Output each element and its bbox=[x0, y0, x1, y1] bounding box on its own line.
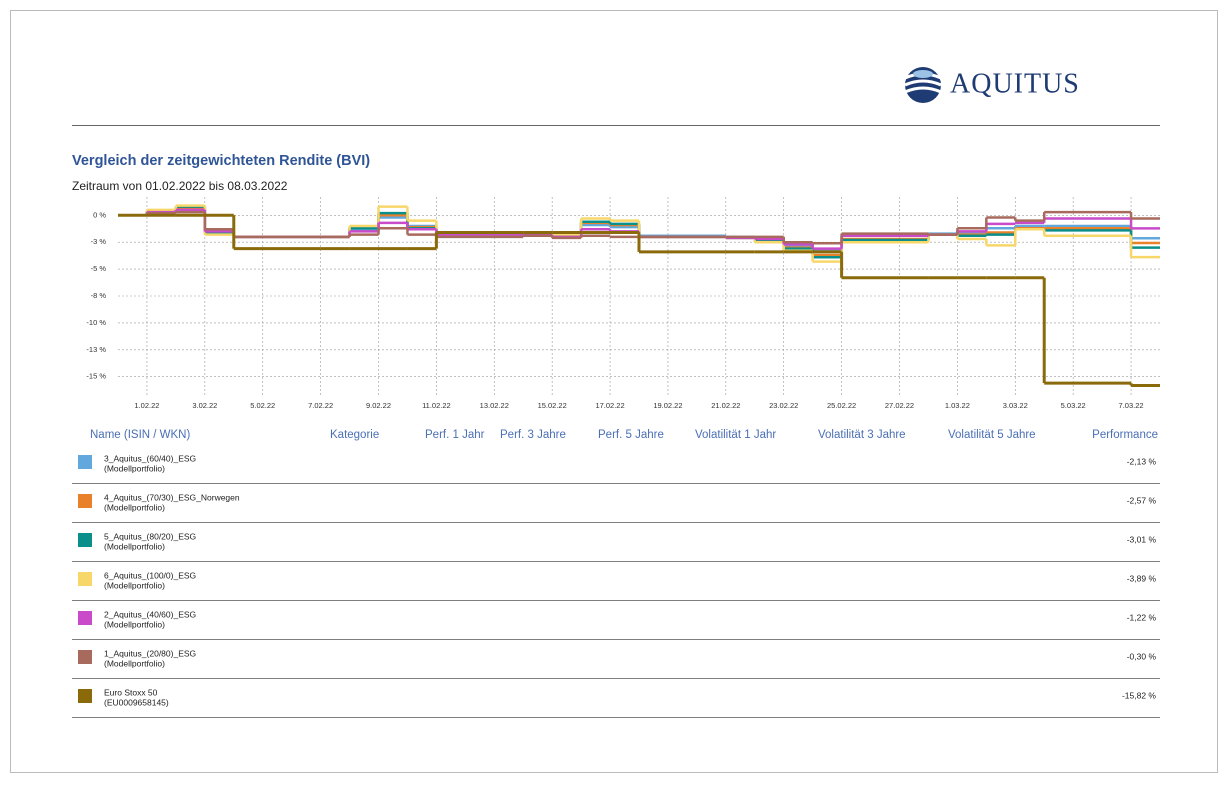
logo bbox=[904, 67, 942, 103]
plot: 0 % -3 % -5 % -8 % -10 % -13 % -15 % 1.02.22 3.0… bbox=[86, 197, 1160, 410]
legend-swatch bbox=[78, 611, 92, 625]
y-tick-label: -8 % bbox=[91, 291, 107, 300]
column-header: Volatilität 5 Jahre bbox=[948, 429, 1036, 441]
legend-swatch bbox=[78, 650, 92, 664]
x-tick-label: 19.02.22 bbox=[653, 401, 682, 410]
x-tick-label: 1.03.22 bbox=[945, 401, 970, 410]
x-tick-label: 13.02.22 bbox=[480, 401, 509, 410]
row-name: 5_Aquitus_(80/20)_ESG bbox=[104, 531, 196, 541]
x-tick-label: 23.02.22 bbox=[769, 401, 798, 410]
row-name: 1_Aquitus_(20/80)_ESG bbox=[104, 648, 196, 658]
y-tick-label: -3 % bbox=[91, 237, 107, 246]
row-performance: -15,82 % bbox=[1122, 690, 1156, 700]
column-header: Perf. 3 Jahre bbox=[500, 429, 566, 441]
y-tick-label: -15 % bbox=[86, 372, 106, 381]
row-sub: (Modellportfolio) bbox=[104, 580, 165, 590]
page-frame bbox=[10, 10, 1218, 773]
legend-swatch bbox=[78, 455, 92, 469]
table: Name (ISIN / WKN) Kategorie Perf. 1 Jahr Pe… bbox=[72, 429, 1160, 718]
row-performance: -0,30 % bbox=[1127, 651, 1157, 661]
row-performance: -1,22 % bbox=[1127, 612, 1157, 622]
logo-text: AQUITUS bbox=[950, 68, 1080, 99]
row-performance: -3,01 % bbox=[1127, 534, 1157, 544]
row-sub: (Modellportfolio) bbox=[104, 619, 165, 629]
x-tick-label: 9.02.22 bbox=[366, 401, 391, 410]
column-header: Performance bbox=[1092, 429, 1158, 441]
x-tick-label: 11.02.22 bbox=[422, 401, 451, 410]
column-header: Volatilität 3 Jahre bbox=[818, 429, 906, 441]
x-tick-label: 1.02.22 bbox=[134, 401, 159, 410]
legend-swatch bbox=[78, 572, 92, 586]
x-tick-label: 17.02.22 bbox=[595, 401, 624, 410]
row-sub: (EU0009658145) bbox=[104, 697, 169, 707]
x-tick-label: 21.02.22 bbox=[711, 401, 740, 410]
x-tick-label: 7.03.22 bbox=[1119, 401, 1144, 410]
row-performance: -2,13 % bbox=[1127, 456, 1157, 466]
column-header: Perf. 5 Jahre bbox=[598, 429, 664, 441]
row-sub: (Modellportfolio) bbox=[104, 502, 165, 512]
x-tick-label: 5.03.22 bbox=[1061, 401, 1086, 410]
legend-swatch bbox=[78, 494, 92, 508]
y-tick-label: 0 % bbox=[93, 210, 106, 219]
legend-swatch bbox=[78, 689, 92, 703]
row-name: Euro Stoxx 50 bbox=[104, 687, 158, 697]
row-performance: -3,89 % bbox=[1127, 573, 1157, 583]
x-tick-label: 15.02.22 bbox=[538, 401, 567, 410]
x-tick-label: 5.02.22 bbox=[250, 401, 275, 410]
column-header: Volatilität 1 Jahr bbox=[695, 429, 776, 441]
x-tick-label: 27.02.22 bbox=[885, 401, 914, 410]
legend-swatch bbox=[78, 533, 92, 547]
chart-title: Vergleich der zeitgewichteten Rendite (B… bbox=[72, 153, 370, 169]
y-tick-label: -5 % bbox=[91, 264, 107, 273]
column-header: Name (ISIN / WKN) bbox=[90, 429, 190, 441]
x-tick-label: 3.02.22 bbox=[192, 401, 217, 410]
column-header: Kategorie bbox=[330, 429, 379, 441]
row-name: 6_Aquitus_(100/0)_ESG bbox=[104, 570, 196, 580]
x-tick-label: 25.02.22 bbox=[827, 401, 856, 410]
row-sub: (Modellportfolio) bbox=[104, 541, 165, 551]
row-performance: -2,57 % bbox=[1127, 495, 1157, 505]
row-sub: (Modellportfolio) bbox=[104, 658, 165, 668]
row-name: 2_Aquitus_(40/60)_ESG bbox=[104, 609, 196, 619]
x-tick-label: 7.02.22 bbox=[308, 401, 333, 410]
y-tick-label: -13 % bbox=[86, 345, 106, 354]
column-header: Perf. 1 Jahr bbox=[425, 429, 485, 441]
row-name: 3_Aquitus_(60/40)_ESG bbox=[104, 453, 196, 463]
row-name: 4_Aquitus_(70/30)_ESG_Norwegen bbox=[104, 492, 240, 502]
y-tick-label: -10 % bbox=[86, 318, 106, 327]
chart-subtitle: Zeitraum von 01.02.2022 bis 08.03.2022 bbox=[72, 179, 288, 193]
row-sub: (Modellportfolio) bbox=[104, 463, 165, 473]
x-tick-label: 3.03.22 bbox=[1003, 401, 1028, 410]
